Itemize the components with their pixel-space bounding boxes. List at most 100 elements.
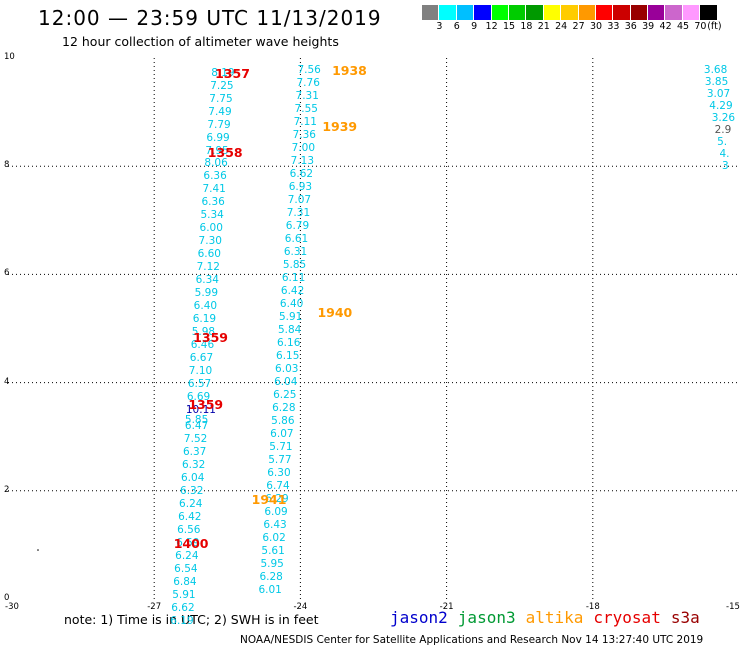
legend-item-altika: altika <box>525 608 584 627</box>
color-scale-tick: 24 <box>555 21 568 32</box>
swh-value-left-track: 6.62 <box>171 601 195 614</box>
swh-value-right-track: 5.77 <box>268 453 292 466</box>
swh-value-left-track: 6.84 <box>173 575 197 588</box>
swh-value-left-track: 6.59 <box>176 536 200 549</box>
swh-value-right-track: 7.00 <box>291 142 316 155</box>
pass-time-label: 1359 <box>193 329 228 345</box>
color-scale-cell <box>439 5 457 20</box>
color-scale-tick: 27 <box>572 21 585 32</box>
color-scale-cell <box>491 5 509 20</box>
color-scale-tick: 12 <box>485 21 498 32</box>
swh-value-left-track: 6.04 <box>181 471 205 484</box>
color-scale-cell <box>578 5 596 20</box>
color-scale-tick: 9 <box>471 21 478 32</box>
pass-time-label: 1941 <box>251 491 287 507</box>
swh-value-far-right: 3.85 <box>704 76 729 89</box>
longitude-tick-label: -18 <box>585 602 600 612</box>
color-scale-tick: 70 <box>694 21 707 32</box>
swh-value-left-track: 7.30 <box>198 235 222 248</box>
legend-item-cryosat: cryosat <box>593 608 661 627</box>
swh-value-right-track: 6.11 <box>281 272 306 285</box>
latitude-tick-label: 4 <box>4 376 10 387</box>
credit-line: NOAA/NESDIS Center for Satellite Applica… <box>240 634 704 646</box>
swh-value-left-track: 6.32 <box>181 458 206 471</box>
swh-value-right-track: 6.43 <box>263 518 287 531</box>
pass-time-label: 1938 <box>332 63 367 79</box>
color-scale-cell <box>508 5 527 20</box>
swh-value-right-track: 6.30 <box>267 466 291 479</box>
swh-value-right-track: 7.55 <box>294 103 318 116</box>
swh-value-right-track: 7.31 <box>295 90 319 103</box>
color-scale-cell <box>526 5 544 20</box>
units-note: note: 1) Time is in UTC; 2) SWH is in fe… <box>64 612 319 627</box>
color-scale-cell <box>456 5 475 20</box>
swh-value-right-track: 6.01 <box>258 583 282 596</box>
swh-value-left-track: 6.19 <box>170 614 194 627</box>
pass-time-label: 1357 <box>215 65 250 81</box>
swh-value-right-track: 5.84 <box>277 324 302 337</box>
swh-value-right-track: 6.15 <box>276 350 300 363</box>
swh-value-left-track: 6.36 <box>203 170 227 183</box>
swh-value-left-track: 6.34 <box>195 274 219 287</box>
swh-value-left-track: 6.99 <box>206 132 230 145</box>
swh-value-right-track: 6.40 <box>279 298 304 311</box>
swh-value-right-track: 6.03 <box>275 363 299 376</box>
map-subtitle: 12 hour collection of altimeter wave hei… <box>62 34 339 49</box>
swh-value-right-track: 5.91 <box>278 311 303 324</box>
swh-value-right-track: 7.36 <box>292 129 316 142</box>
color-scale-cell <box>665 5 683 20</box>
color-scale-tick: 45 <box>676 21 690 32</box>
swh-value-right-track: 6.61 <box>284 233 309 246</box>
swh-value-left-track: 6.42 <box>178 510 202 523</box>
swh-value-left-track: 8.06 <box>204 157 228 170</box>
color-scale-tick: 15 <box>502 21 516 32</box>
swh-value-left-track: 6.24 <box>175 549 199 562</box>
color-scale-tick: 6 <box>453 21 460 32</box>
swh-value-right-track: 7.56 <box>297 64 321 77</box>
swh-value-left-track: 7.52 <box>183 432 208 445</box>
legend-item-jason3: jason3 <box>457 608 516 627</box>
swh-value-right-track: 6.16 <box>277 337 301 350</box>
swh-value-left-track: 6.54 <box>174 562 198 575</box>
swh-value-left-track: 6.46 <box>190 338 215 351</box>
swh-value-left-track: 6.36 <box>201 196 225 209</box>
swh-value-left-track: 7.41 <box>202 183 226 196</box>
swh-value-right-track: 7.13 <box>290 155 315 168</box>
longitude-tick-label: -24 <box>293 602 308 612</box>
swh-value-left-track: 6.60 <box>197 248 221 261</box>
swh-value-right-track: 5.85 <box>282 259 307 272</box>
pass-time-label: 1940 <box>317 305 353 321</box>
map-plot-area <box>8 58 739 599</box>
swh-value-left-track: 6.69 <box>186 390 211 403</box>
latitude-tick-label: 6 <box>4 268 10 279</box>
swh-value-far-right: 3.68 <box>703 64 728 77</box>
color-scale-cell <box>595 5 614 20</box>
swh-value-right-track: 6.25 <box>273 389 297 402</box>
swh-value-left-track: 6.67 <box>189 351 214 364</box>
swh-value-right-track: 7.07 <box>287 194 312 207</box>
color-scale-tick: 36 <box>624 21 637 32</box>
longitude-tick-label: -21 <box>439 602 454 612</box>
latitude-tick-label: 8 <box>4 160 10 171</box>
swh-value-right-track: 6.09 <box>264 505 288 518</box>
swh-value-right-track: 5.95 <box>260 557 284 570</box>
legend-item-jason2: jason2 <box>390 608 448 627</box>
swh-value-left-track: 10.11 <box>185 403 216 416</box>
map-grid <box>8 58 739 599</box>
swh-value-right-track: 6.31 <box>283 246 308 259</box>
swh-value-left-track: 6.24 <box>179 497 203 510</box>
swh-value-left-track: 7.10 <box>188 364 213 377</box>
swh-value-left-track: 7.12 <box>196 261 220 274</box>
swh-value-far-right: 2.9 <box>714 123 732 136</box>
color-scale-cell <box>648 5 666 20</box>
pass-time-label: 1358 <box>207 144 243 160</box>
color-scale-cell <box>422 5 440 20</box>
satellite-legend: jason2 jason3 altika cryosat s3a <box>390 608 710 627</box>
legend-item-s3a: s3a <box>670 608 700 627</box>
swh-value-far-right: 5. <box>717 135 728 148</box>
color-scale-tick: 21 <box>537 21 550 32</box>
swh-value-left-track: 5.85 <box>184 414 209 427</box>
latitude-tick-label: 10 <box>4 52 15 62</box>
swh-value-right-track: 7.31 <box>286 207 311 220</box>
swh-value-left-track: 6.32 <box>180 484 204 497</box>
